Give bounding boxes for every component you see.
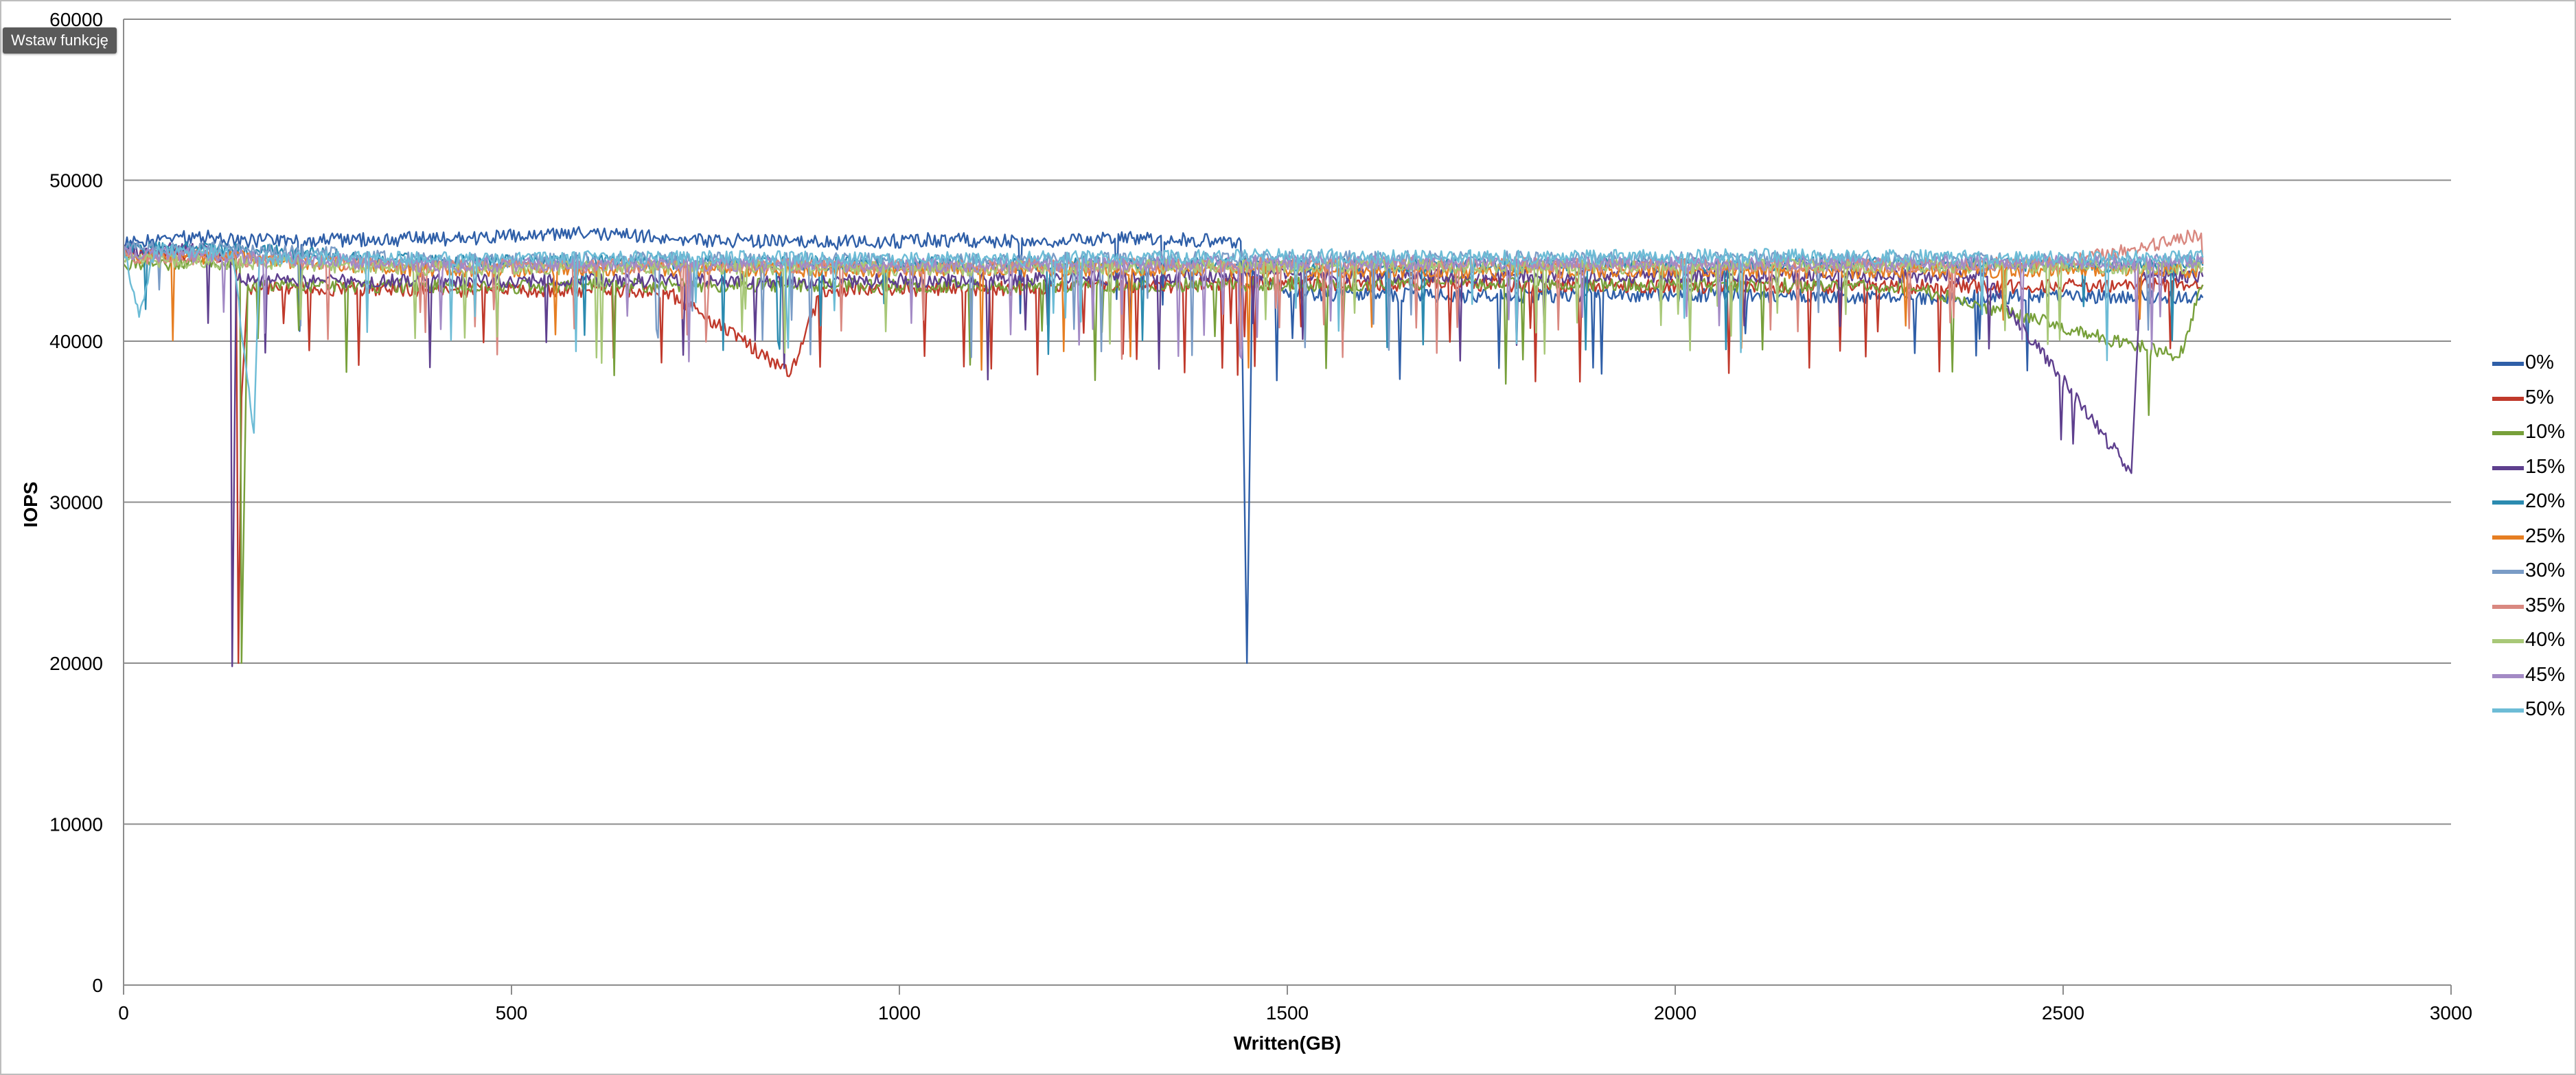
y-tick-label: 60000	[49, 9, 103, 30]
legend-swatch	[2492, 500, 2524, 505]
y-axis-title: IOPS	[20, 482, 41, 528]
legend-swatch	[2492, 570, 2524, 574]
series-line-10	[122, 243, 2204, 434]
x-tick-label: 0	[118, 1002, 129, 1024]
y-tick-label: 20000	[49, 653, 103, 674]
y-tick-label: 50000	[49, 170, 103, 192]
legend-label: 40%	[2525, 629, 2566, 651]
legend-swatch	[2492, 708, 2524, 713]
legend-label: 50%	[2525, 698, 2566, 720]
legend-swatch	[2492, 431, 2524, 435]
legend-label: 5%	[2525, 386, 2554, 408]
legend-swatch	[2492, 673, 2524, 678]
legend-label: 10%	[2525, 421, 2566, 443]
legend-label: 20%	[2525, 490, 2566, 512]
legend-label: 35%	[2525, 594, 2566, 616]
legend-label: 25%	[2525, 524, 2566, 547]
x-tick-label: 2000	[1654, 1002, 1697, 1024]
y-tick-label: 0	[92, 975, 103, 996]
series-line-3	[122, 242, 2204, 667]
legend-label: 15%	[2525, 455, 2566, 478]
x-tick-label: 1500	[1266, 1002, 1309, 1024]
y-tick-label: 30000	[49, 492, 103, 513]
x-axis-title: Written(GB)	[1234, 1032, 1342, 1054]
x-tick-label: 3000	[2430, 1002, 2472, 1024]
insert-function-tooltip: Wstaw funkcję	[3, 27, 117, 54]
legend-label: 0%	[2525, 351, 2554, 373]
legend-swatch	[2492, 362, 2524, 366]
legend-swatch	[2492, 396, 2524, 401]
legend-swatch	[2492, 535, 2524, 540]
x-tick-label: 2500	[2042, 1002, 2084, 1024]
series-line-0	[123, 226, 2204, 664]
x-tick-label: 500	[496, 1002, 528, 1024]
legend-label: 30%	[2525, 559, 2566, 581]
series-line-8	[123, 253, 2204, 365]
legend-swatch	[2492, 639, 2524, 643]
legend-label: 45%	[2525, 663, 2566, 686]
legend-swatch	[2492, 604, 2524, 609]
y-tick-label: 40000	[49, 331, 103, 352]
x-tick-label: 1000	[878, 1002, 921, 1024]
series-line-2	[123, 254, 2204, 664]
legend-swatch	[2492, 465, 2524, 470]
series-line-1	[122, 245, 2204, 664]
y-tick-label: 10000	[49, 814, 103, 835]
